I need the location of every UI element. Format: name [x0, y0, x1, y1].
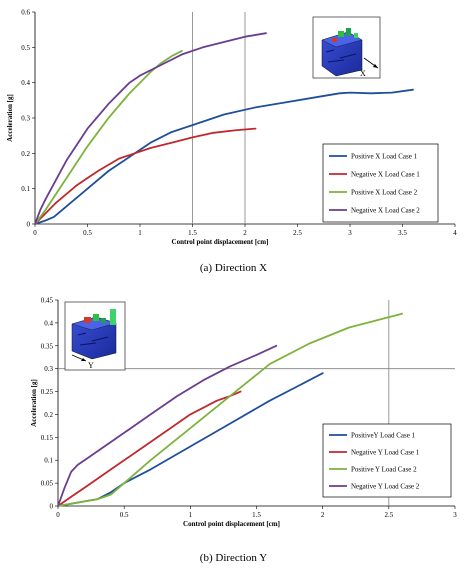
x-axis-title: Control point displacement [cm]: [183, 520, 280, 528]
x-tick-label: 0: [33, 229, 37, 237]
x-tick-label: 2.5: [384, 511, 393, 519]
x-tick-label: 1.5: [252, 511, 261, 519]
legend-label: Negative X Load Case 1: [351, 171, 420, 179]
x-tick-label: 3: [348, 229, 352, 237]
y-tick-label: 0.3: [44, 365, 53, 373]
x-tick-label: 1.5: [188, 229, 197, 237]
y-tick-label: 0.2: [44, 411, 53, 419]
y-tick-label: 0.6: [21, 9, 30, 17]
x-tick-label: 2: [243, 229, 247, 237]
legend-x: Positive X Load Case 1 Negative X Load Ca…: [322, 143, 439, 223]
y-tick-label: 0.35: [41, 342, 54, 350]
x-tick-label: 0: [56, 511, 60, 519]
legend-label: Negative Y Load Case 1: [351, 449, 420, 457]
y-tick-label: 0.45: [41, 297, 54, 305]
y-tick-label: 0: [27, 221, 31, 229]
y-tick-label: 0: [50, 503, 54, 511]
legend-label: Positive Y Load Case 2: [351, 466, 417, 474]
series-line-4: [57, 344, 278, 507]
legend-label: Negative Y Load Case 2: [351, 483, 420, 491]
y-tick-label: 0.3: [21, 115, 30, 123]
series-line-2: [34, 127, 257, 225]
y-tick-label: 0.2: [21, 150, 30, 158]
x-tick-label: 3: [453, 511, 457, 519]
legend-label: Negative X Load Case 2: [351, 207, 420, 215]
legend-label: PositiveY Load Case 1: [351, 432, 416, 440]
legend-label: Positive X Load Case 1: [351, 153, 418, 161]
x-tick-label: 4: [453, 229, 457, 237]
x-tick-label: 0.5: [120, 511, 129, 519]
chart-direction-x: 0 0.5 1 1.5 2 2.5 3 3.5 4 0 0.1 0.2 0.3 0.4 0.5 0.6 Cont…: [6, 9, 457, 247]
series-line-4: [34, 32, 267, 225]
series-line-1: [57, 372, 324, 507]
y-axis-title: Acceleration [g]: [30, 379, 38, 427]
y-tick-label: 0.15: [41, 434, 54, 442]
x-tick-label: 2: [321, 511, 325, 519]
x-tick-label: 3.5: [398, 229, 407, 237]
y-tick-label: 0.1: [21, 185, 30, 193]
legend-label: Positive X Load Case 2: [351, 189, 418, 197]
caption-direction-x: (a) Direction X: [199, 262, 268, 274]
x-tick-label: 1: [189, 511, 193, 519]
y-axis-title: Acceleration [g]: [6, 94, 14, 142]
legend-box: [322, 143, 439, 223]
y-tick-label: 0.05: [41, 480, 54, 488]
plot-area: 0 0.5 1 1.5 2 2.5 3 0 0.05 0.1 0.15 0.2 0.25 0.3 0.35 0…: [30, 297, 457, 529]
inset-axis-label: Y: [88, 361, 94, 370]
y-tick-label: 0.5: [21, 44, 30, 52]
series-line-3: [57, 312, 404, 507]
plot-area: 0 0.5 1 1.5 2 2.5 3 3.5 4 0 0.1 0.2 0.3 0.4 0.5 0.6 Cont…: [6, 9, 457, 247]
x-tick-label: 0.5: [83, 229, 92, 237]
series-line-2: [57, 390, 242, 507]
inset-building-x: X: [312, 16, 381, 79]
y-tick-label: 0.4: [21, 79, 30, 87]
inset-building-y: Y: [64, 301, 126, 371]
y-tick-label: 0.25: [41, 388, 54, 396]
x-axis-title: Control point displacement [cm]: [172, 238, 269, 246]
y-tick-label: 0.4: [44, 319, 53, 327]
x-tick-label: 2.5: [293, 229, 302, 237]
legend-box: [322, 423, 452, 498]
series-line-1: [34, 88, 414, 225]
inset-axis-label: X: [360, 69, 366, 78]
series-line-3: [34, 50, 183, 225]
x-tick-label: 1: [138, 229, 142, 237]
legend-y: PositiveY Load Case 1 Negative Y Load Cas…: [322, 423, 452, 498]
caption-direction-y: (b) Direction Y: [199, 552, 268, 564]
chart-direction-y: 0 0.5 1 1.5 2 2.5 3 0 0.05 0.1 0.15 0.2 0.25 0.3 0.35 0…: [30, 297, 457, 529]
y-tick-label: 0.1: [44, 457, 53, 465]
